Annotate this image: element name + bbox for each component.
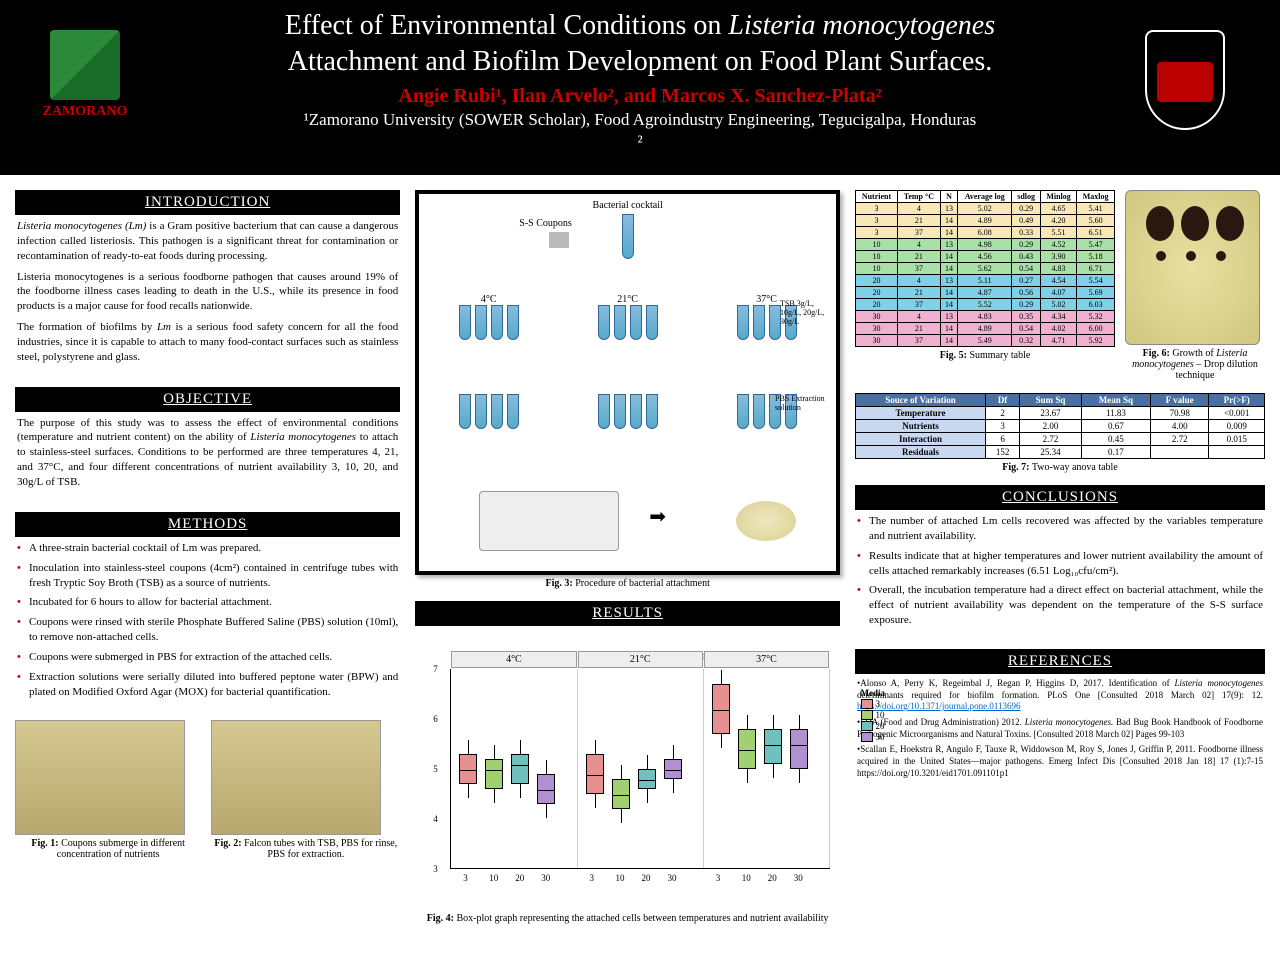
procedure-diagram: Bacterial cocktail S-S Coupons 4°C 21°C … bbox=[415, 190, 840, 575]
objective-header: OBJECTIVE bbox=[15, 387, 400, 412]
conclusions-header: CONCLUSIONS bbox=[855, 485, 1265, 510]
zamorano-logo: ZAMORANO bbox=[30, 30, 140, 130]
poster-header: ZAMORANO Effect of Environmental Conditi… bbox=[0, 0, 1280, 175]
fig1-photo bbox=[15, 720, 185, 835]
conclusions-body: The number of attached Lm cells recovere… bbox=[855, 510, 1265, 637]
fig4-caption: Fig. 4: Box-plot graph representing the … bbox=[415, 913, 840, 924]
fig2-caption: Fig. 2: Falcon tubes with TSB, PBS for r… bbox=[211, 838, 400, 860]
intro-body: Listeria monocytogenes (Lm) is a Gram po… bbox=[15, 215, 400, 375]
authors: Angie Rubi¹, Ilan Arvelo², and Marcos X.… bbox=[20, 85, 1260, 108]
affiliation-2: ² bbox=[20, 132, 1260, 152]
methods-header: METHODS bbox=[15, 512, 400, 537]
intro-header: INTRODUCTION bbox=[15, 190, 400, 215]
fig1-caption: Fig. 1: Coupons submerge in different co… bbox=[15, 838, 201, 860]
references-body: •Alonso A, Perry K, Regeimbal J, Regan P… bbox=[855, 674, 1265, 788]
affiliation-1: ¹Zamorano University (SOWER Scholar), Fo… bbox=[20, 110, 1260, 130]
boxplot-chart: Attached Cells of Listeria monocytogenes… bbox=[415, 638, 840, 898]
results-header: RESULTS bbox=[415, 601, 840, 626]
poster-content: INTRODUCTION Listeria monocytogenes (Lm)… bbox=[0, 175, 1280, 960]
petri-dish-photo bbox=[1125, 190, 1260, 345]
methods-body: A three-strain bacterial cocktail of Lm … bbox=[15, 537, 400, 709]
methods-photos: Fig. 1: Coupons submerge in different co… bbox=[15, 720, 400, 860]
objective-body: The purpose of this study was to assess … bbox=[15, 412, 400, 500]
anova-table: Souce of VariationDfSum SqMean SqF value… bbox=[855, 393, 1265, 459]
fig7-caption: Fig. 7: Two-way anova table bbox=[855, 462, 1265, 473]
fig2-photo bbox=[211, 720, 381, 835]
fig5-caption: Fig. 5: Summary table bbox=[855, 350, 1115, 361]
fig3-caption: Fig. 3: Procedure of bacterial attachmen… bbox=[415, 578, 840, 589]
references-header: REFERENCES bbox=[855, 649, 1265, 674]
poster-title: Effect of Environmental Conditions on Li… bbox=[20, 8, 1260, 81]
fig6-caption: Fig. 6: Growth of Listeria monocytogenes… bbox=[1125, 348, 1265, 381]
shield-logo bbox=[1140, 30, 1230, 140]
summary-table: NutrientTemp °CNAverage logsdlogMinlogMa… bbox=[855, 190, 1115, 347]
